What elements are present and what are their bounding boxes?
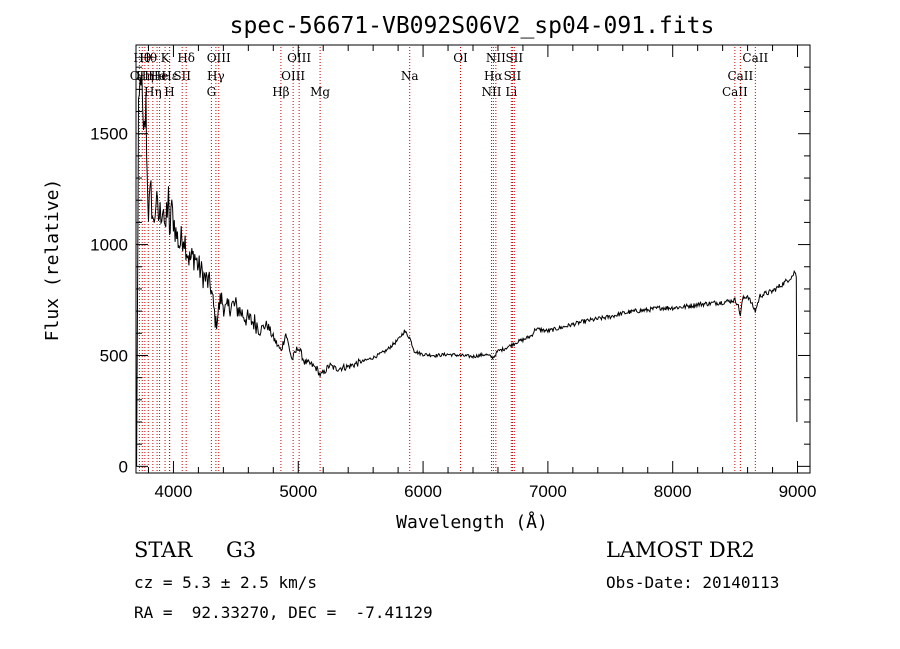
marker-label-29: CaII: [742, 51, 768, 65]
marker-label-18: Mg: [310, 85, 330, 99]
y-tick-label-0: 0: [119, 457, 128, 476]
marker-label-25: SII: [504, 69, 522, 83]
marker-label-4: Hη: [144, 85, 162, 99]
survey-name: LAMOST DR2: [606, 538, 755, 562]
marker-label-27: CaII: [722, 85, 748, 99]
spectrum-line: [136, 72, 798, 467]
marker-label-19: Na: [401, 69, 419, 83]
marker-label-6: He: [151, 69, 169, 83]
marker-label-0: OII: [130, 69, 150, 83]
marker-label-20: OI: [453, 51, 468, 65]
y-axis-label: Flux (relative): [42, 179, 63, 342]
marker-label-17: OIII: [287, 51, 311, 65]
marker-label-7: K: [161, 51, 171, 65]
x-tick-label-0: 4000: [155, 482, 193, 501]
y-tick-label-3: 1500: [90, 125, 128, 144]
x-tick-label-2: 6000: [404, 482, 442, 501]
redshift-readout: cz = 5.3 ± 2.5 km/s: [134, 573, 318, 592]
marker-label-5: He: [148, 69, 166, 83]
marker-label-13: Hγ: [207, 69, 225, 83]
marker-label-15: Hβ: [272, 85, 289, 99]
x-axis-label: Wavelength (Å): [396, 511, 548, 533]
marker-label-28: CaII: [727, 69, 753, 83]
spectral-line-markers: OIIHθHηHθHηHeHeKHHεSIIHδGHγOIIIHβOIIIOII…: [130, 47, 768, 473]
marker-label-12: G: [207, 85, 217, 99]
marker-label-11: Hδ: [177, 51, 195, 65]
marker-label-24: Li: [505, 85, 517, 99]
chart-title: spec-56671-VB092S06V2_sp04-091.fits: [230, 13, 715, 39]
marker-label-22: Hα: [484, 69, 503, 83]
marker-label-16: OIII: [281, 69, 305, 83]
x-tick-label-3: 7000: [529, 482, 567, 501]
marker-label-23: NII: [486, 51, 506, 65]
object-subclass: G3: [226, 538, 257, 562]
marker-label-1: Hθ: [133, 51, 151, 65]
marker-label-10: SII: [173, 69, 191, 83]
observation-date: Obs-Date: 20140113: [606, 573, 780, 592]
object-class: STAR: [134, 538, 193, 562]
coordinates-readout: RA = 92.33270, DEC = -7.41129: [134, 603, 433, 622]
marker-label-26: SII: [505, 51, 523, 65]
marker-label-21: NII: [481, 85, 501, 99]
axis-ticks: 4000 5000 6000 7000 8000 9000 0 500 1000 1500: [90, 45, 816, 501]
marker-label-9: Hε: [161, 69, 178, 83]
marker-label-3: Hθ: [139, 51, 157, 65]
y-tick-label-2: 1000: [90, 236, 128, 255]
x-tick-label-5: 9000: [779, 482, 817, 501]
marker-label-14: OIII: [207, 51, 231, 65]
y-tick-label-1: 500: [100, 346, 128, 365]
x-tick-label-1: 5000: [279, 482, 317, 501]
plot-frame: [135, 44, 811, 474]
x-tick-label-4: 8000: [654, 482, 692, 501]
